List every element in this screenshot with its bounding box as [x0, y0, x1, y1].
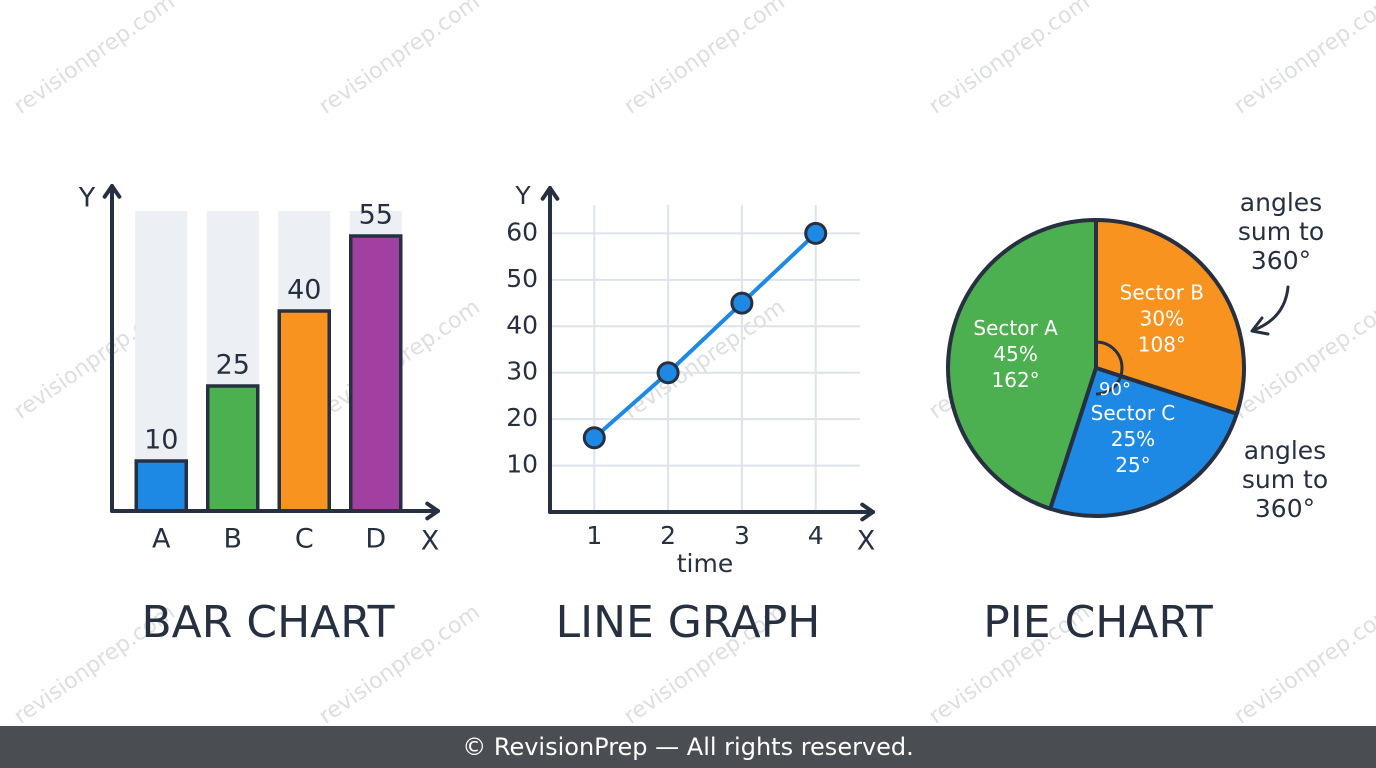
- x-axis-label: time: [677, 549, 733, 578]
- bar: [206, 384, 260, 513]
- y-tick-label: 40: [506, 310, 538, 339]
- data-point: [730, 291, 754, 315]
- x-tick-label: 3: [734, 521, 750, 550]
- y-axis-label: Y: [514, 181, 531, 210]
- y-tick-label: 30: [506, 357, 538, 386]
- annotation: angles sum to 360°: [1237, 188, 1325, 275]
- watermark: revisionprep.com: [315, 0, 485, 119]
- chart-title: PIE CHART: [983, 597, 1213, 648]
- x-tick-label: 1: [586, 521, 602, 550]
- watermark: revisionprep.com: [1230, 600, 1376, 726]
- data-point: [804, 221, 828, 245]
- x-tick-label: 4: [808, 521, 824, 550]
- chart-title: BAR CHART: [142, 597, 395, 648]
- footer: © RevisionPrep — All rights reserved.: [0, 726, 1376, 768]
- angle-label: 108°: [1138, 333, 1186, 357]
- axis-arrow: [540, 186, 560, 201]
- x-tick-label: B: [223, 524, 242, 555]
- axis-arrow: [425, 501, 440, 521]
- bar: [277, 309, 331, 513]
- data-point: [656, 361, 680, 385]
- y-tick-label: 50: [506, 264, 538, 293]
- angle-arc: [1095, 367, 1124, 396]
- y-axis-label: Y: [78, 183, 96, 214]
- watermark: revisionprep.com: [620, 295, 790, 425]
- x-axis-label: X: [421, 526, 440, 557]
- data-point: [582, 426, 606, 450]
- pie-slice: [946, 218, 1098, 511]
- watermark: revisionprep.com: [1230, 0, 1376, 119]
- value-label: 25%: [1111, 427, 1155, 451]
- watermark: revisionprep.com: [925, 0, 1095, 119]
- watermark: revisionprep.com: [1230, 295, 1376, 425]
- annotation: angles sum to 360°: [1241, 436, 1329, 523]
- x-tick-label: C: [295, 524, 314, 555]
- y-tick-label: 60: [506, 217, 538, 246]
- axis-arrow: [860, 502, 875, 522]
- y-tick-label: 10: [506, 450, 538, 479]
- bar: [134, 459, 188, 513]
- axis-arrow: [102, 184, 122, 199]
- value-label: 10: [144, 425, 178, 456]
- angle-annotation: 90°: [1099, 379, 1131, 400]
- x-tick-label: D: [365, 524, 386, 555]
- pie-slice: [1048, 366, 1239, 518]
- x-tick-label: 2: [660, 521, 676, 550]
- bar: [349, 234, 403, 513]
- x-axis-letter: X: [857, 526, 876, 557]
- value-label: 40: [287, 275, 321, 306]
- watermark: revisionprep.com: [10, 0, 180, 119]
- slice-label: Sector A: [973, 316, 1058, 340]
- infographic: revisionprep.com revisionprep.com revision…: [10, 0, 1376, 726]
- value-label: 55: [359, 200, 393, 231]
- watermark: revisionprep.com: [620, 0, 790, 119]
- annotation-arrow: [1250, 316, 1270, 336]
- annotation-arrow: [1252, 285, 1290, 332]
- value-label: 30%: [1140, 307, 1184, 331]
- slice-label: Sector C: [1091, 401, 1176, 425]
- angle-arc: [1095, 340, 1124, 369]
- chart-title: LINE GRAPH: [556, 597, 821, 648]
- slice-label: Sector B: [1120, 281, 1204, 305]
- pie-slice: [1094, 218, 1246, 416]
- angle-label: 162°: [992, 368, 1040, 392]
- angle-label: 25°: [1115, 453, 1150, 477]
- y-tick-label: 20: [506, 403, 538, 432]
- data-line: [592, 231, 818, 440]
- value-label: 45%: [993, 342, 1037, 366]
- value-label: 25: [216, 350, 250, 381]
- x-tick-label: A: [152, 524, 171, 555]
